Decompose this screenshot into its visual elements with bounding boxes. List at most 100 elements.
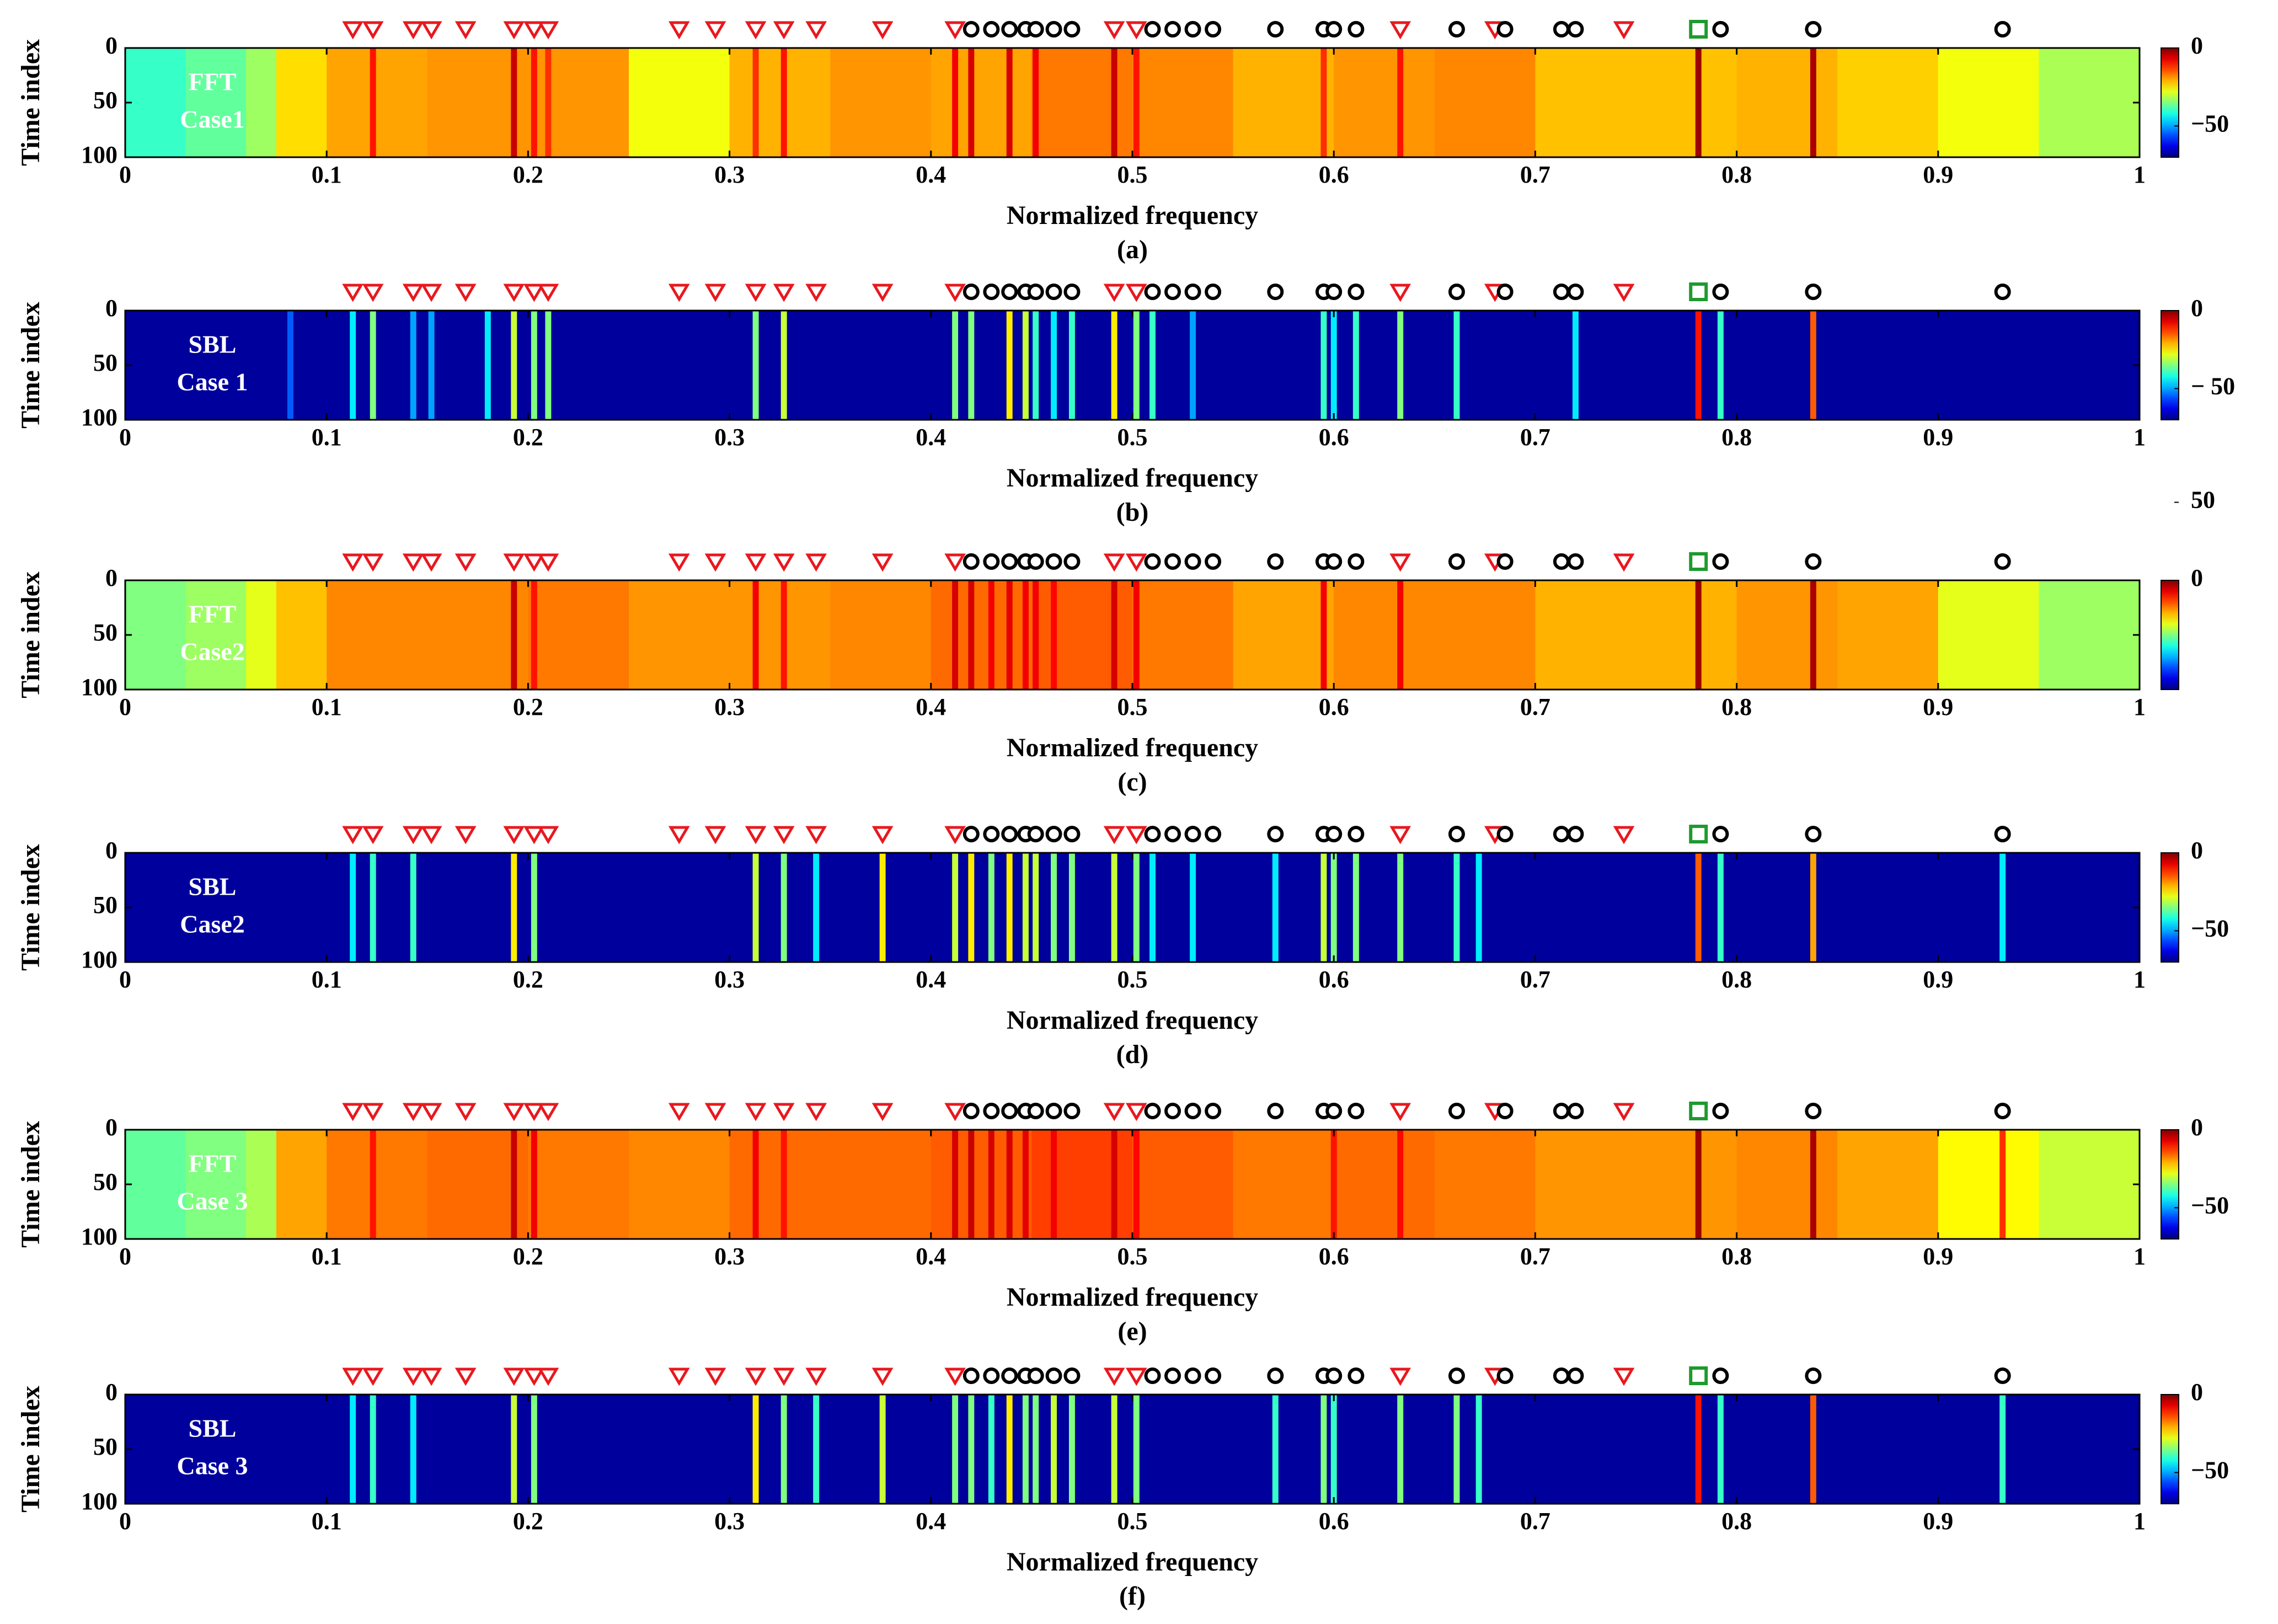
triangle-marker (454, 826, 477, 845)
spectral-line (370, 311, 376, 420)
spectral-line (1006, 1395, 1013, 1504)
x-tick-label: 0.4 (916, 1508, 946, 1535)
y-tick-label: 0 (105, 837, 117, 864)
circle-marker (1267, 284, 1284, 300)
spectral-line (1572, 311, 1579, 420)
circle-marker (1045, 826, 1062, 842)
circle-marker (1267, 1367, 1284, 1384)
y-axis-label: Time index (16, 302, 45, 429)
circle-marker (962, 1367, 980, 1384)
heat-band (1132, 48, 1234, 157)
x-tick-label: 0.2 (513, 1508, 543, 1535)
circle-marker (1164, 1103, 1181, 1119)
x-tick-label: 0.5 (1117, 161, 1148, 188)
circle-marker (1448, 21, 1465, 38)
heat-band (729, 1130, 831, 1239)
triangle-marker (362, 1103, 384, 1121)
heat-band (528, 48, 629, 157)
spectral-line (1033, 1395, 1039, 1504)
annotation: Case 3 (177, 1187, 248, 1215)
heat-band (1233, 48, 1334, 157)
circle-marker (1063, 284, 1081, 300)
circle-marker (1994, 1367, 2011, 1384)
triangle-marker (871, 553, 894, 572)
spectral-line (1352, 311, 1359, 420)
circle-marker (1184, 553, 1201, 570)
heat-band (1031, 48, 1133, 157)
triangle-marker (1125, 1103, 1147, 1121)
x-tick-label: 0.6 (1319, 424, 1349, 451)
heat-band (185, 48, 247, 157)
heat-band (1535, 580, 1637, 690)
spectral-line (287, 311, 293, 420)
spectral-line (1006, 311, 1013, 420)
x-tick-label: 0.8 (1721, 966, 1752, 993)
colorbar-tick-label: 0 (2191, 564, 2203, 591)
spectral-line (1022, 853, 1029, 962)
triangle-marker (773, 21, 795, 40)
circle-marker (1567, 1367, 1584, 1384)
triangle-marker (420, 21, 442, 40)
x-tick-label: 0 (119, 161, 131, 188)
triangle-marker (420, 1103, 442, 1121)
heat-band (629, 580, 730, 690)
circle-marker (1712, 553, 1729, 570)
x-tick-label: 0.3 (714, 161, 745, 188)
spectral-line (1453, 311, 1460, 420)
circle-marker (1805, 1367, 1822, 1384)
x-axis-label: Normalized frequency (1007, 733, 1258, 762)
circle-marker (1063, 1367, 1081, 1384)
x-tick-label: 0.2 (513, 966, 543, 993)
spectral-line (428, 311, 435, 420)
spectral-line (1810, 1395, 1816, 1504)
triangle-marker (1389, 553, 1411, 572)
triangle-marker (537, 553, 559, 572)
triangle-marker (745, 1103, 767, 1121)
x-tick-label: 0.7 (1520, 966, 1550, 993)
spectral-line (752, 580, 759, 690)
circle-marker (1063, 826, 1081, 842)
x-tick-label: 0.1 (312, 1508, 342, 1535)
triangle-marker (402, 1103, 424, 1121)
x-tick-label: 0.3 (714, 966, 745, 993)
triangle-marker (668, 21, 690, 40)
spectral-line (1999, 1395, 2006, 1504)
circle-marker (1994, 21, 2011, 38)
annotation: Case2 (180, 910, 245, 938)
circle-marker (1448, 1367, 1465, 1384)
colorbar-tick-label: −50 (2191, 1457, 2229, 1484)
triangle-marker (402, 21, 424, 40)
heat-band (528, 580, 629, 690)
triangle-marker (420, 826, 442, 845)
triangle-marker (1103, 21, 1125, 40)
heat-band (2039, 48, 2140, 157)
triangle-marker (503, 284, 525, 302)
triangle-marker (454, 1103, 477, 1121)
spectral-line (1006, 48, 1013, 157)
circle-marker (1325, 284, 1343, 300)
heat-band (629, 48, 730, 157)
triangle-marker (362, 826, 384, 845)
circle-marker (1805, 1103, 1822, 1119)
x-tick-label: 0.2 (513, 1243, 543, 1270)
triangle-marker (1125, 826, 1147, 845)
triangle-marker (1613, 1367, 1635, 1386)
triangle-marker (773, 284, 795, 302)
square-marker (1689, 20, 1708, 39)
x-tick-label: 0.5 (1117, 424, 1148, 451)
colorbar-tick-label: 0 (2191, 837, 2203, 864)
y-tick-label: 50 (93, 87, 117, 114)
spectral-line (1149, 311, 1156, 420)
heat-band (1233, 580, 1334, 690)
heat-band (2039, 1130, 2140, 1239)
colorbar (2161, 1129, 2179, 1240)
triangle-marker (745, 826, 767, 845)
triangle-marker (668, 284, 690, 302)
heat-band (629, 1130, 730, 1239)
circle-marker (1045, 284, 1062, 300)
circle-marker (1027, 553, 1044, 570)
triangle-marker (704, 21, 726, 40)
triangle-marker (537, 1103, 559, 1121)
circle-marker (1164, 21, 1181, 38)
circle-marker (1205, 21, 1222, 38)
